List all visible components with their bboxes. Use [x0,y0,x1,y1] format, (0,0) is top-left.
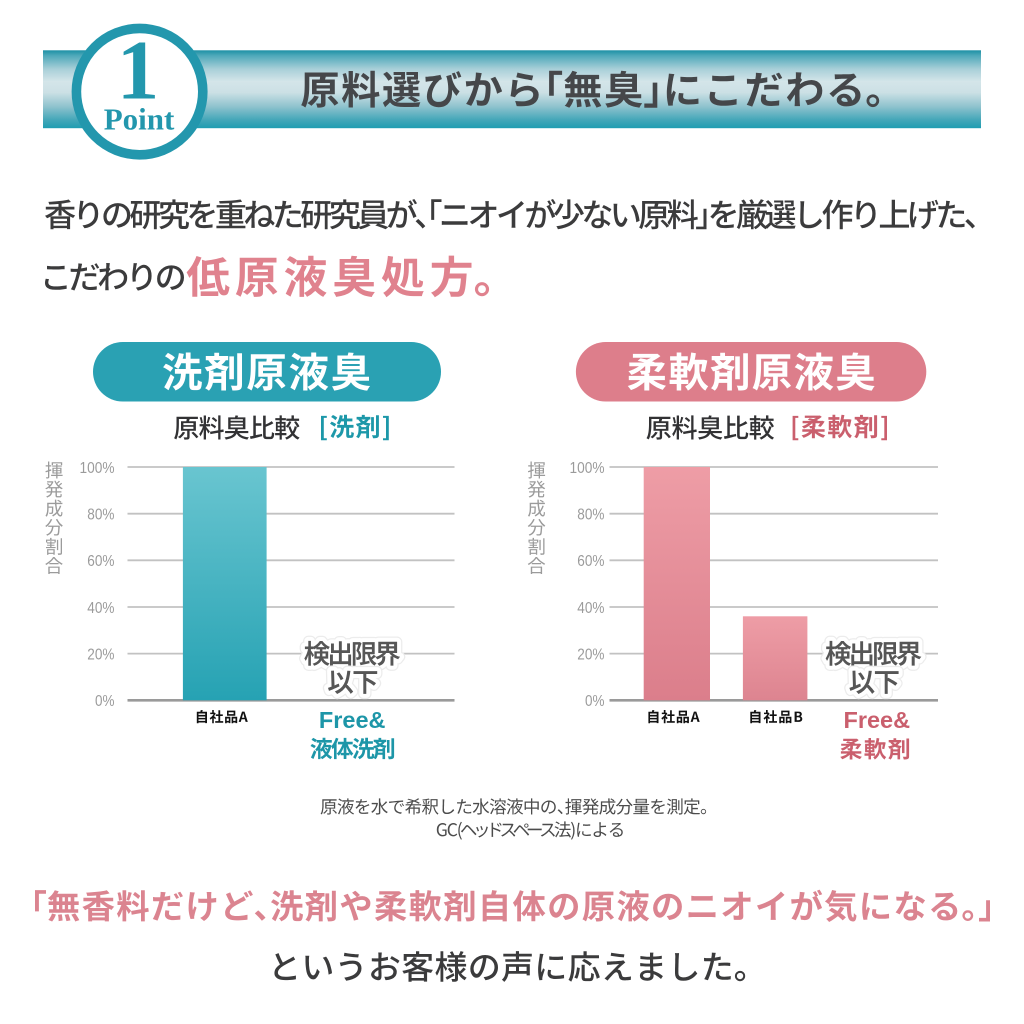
svg-text:40%: 40% [87,600,114,617]
svg-text:Free&: Free& [843,707,910,733]
svg-text:0%: 0% [95,693,115,710]
svg-text:20%: 20% [577,646,604,663]
svg-text:Point: Point [104,102,175,137]
svg-text:0%: 0% [585,693,605,710]
svg-text:1: 1 [117,24,160,118]
svg-text:40%: 40% [577,600,604,617]
svg-text:Free&: Free& [319,707,386,733]
svg-text:20%: 20% [87,646,114,663]
svg-text:80%: 80% [87,507,114,524]
svg-text:80%: 80% [577,507,604,524]
svg-text:100%: 100% [80,460,115,477]
svg-text:100%: 100% [570,460,605,477]
svg-text:60%: 60% [87,553,114,570]
svg-text:60%: 60% [577,553,604,570]
